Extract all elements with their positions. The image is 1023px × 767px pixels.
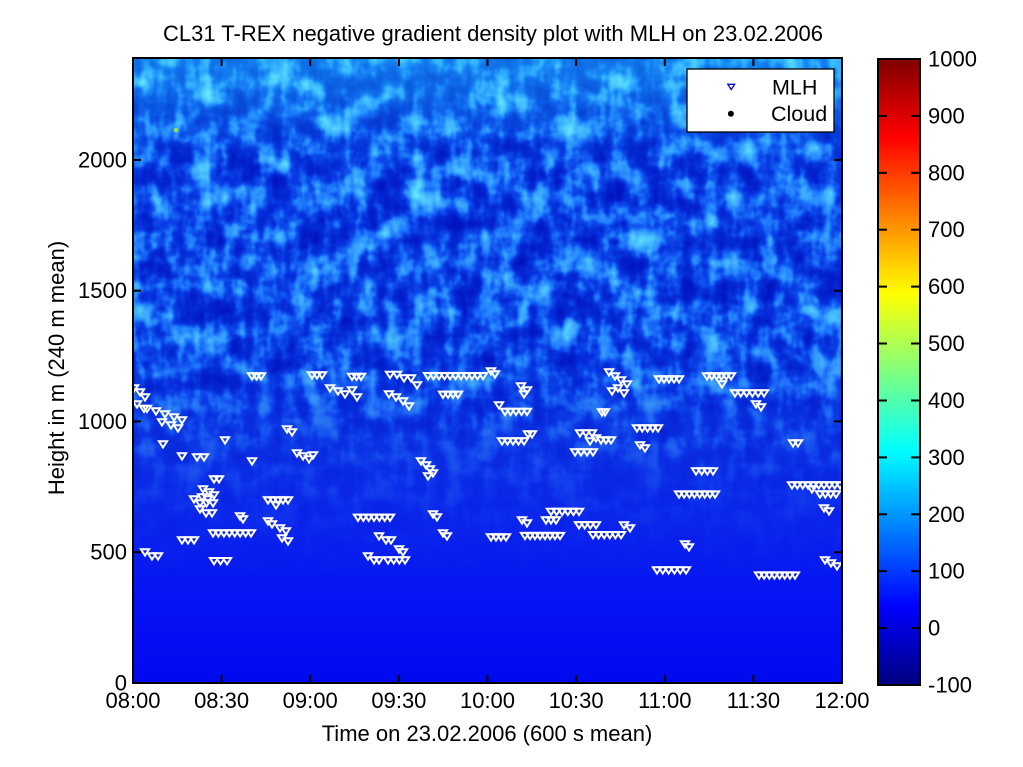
svg-text:11:00: 11:00 bbox=[638, 688, 691, 713]
svg-text:300: 300 bbox=[928, 445, 965, 470]
svg-text:-100: -100 bbox=[928, 673, 972, 698]
svg-text:1000: 1000 bbox=[78, 409, 127, 434]
svg-text:1500: 1500 bbox=[78, 278, 127, 303]
svg-text:09:30: 09:30 bbox=[371, 688, 426, 713]
svg-text:11:30: 11:30 bbox=[727, 688, 780, 713]
svg-text:Cloud: Cloud bbox=[771, 102, 827, 126]
svg-text:600: 600 bbox=[928, 274, 965, 299]
svg-text:12:00: 12:00 bbox=[814, 688, 869, 713]
svg-text:10:30: 10:30 bbox=[549, 688, 604, 713]
svg-text:2000: 2000 bbox=[78, 147, 127, 172]
svg-text:700: 700 bbox=[928, 217, 965, 242]
svg-text:Height in m (240 m mean): Height in m (240 m mean) bbox=[44, 241, 69, 495]
svg-text:08:30: 08:30 bbox=[194, 688, 249, 713]
svg-text:200: 200 bbox=[928, 502, 965, 527]
svg-text:400: 400 bbox=[928, 388, 965, 413]
svg-text:900: 900 bbox=[928, 103, 965, 128]
svg-text:1000: 1000 bbox=[928, 47, 977, 72]
svg-text:0: 0 bbox=[115, 671, 127, 696]
svg-text:08:00: 08:00 bbox=[105, 688, 160, 713]
svg-text:500: 500 bbox=[90, 540, 127, 565]
svg-text:800: 800 bbox=[928, 160, 965, 185]
svg-text:500: 500 bbox=[928, 331, 965, 356]
svg-text:MLH: MLH bbox=[772, 76, 817, 100]
svg-text:0: 0 bbox=[928, 616, 940, 641]
svg-text:09:00: 09:00 bbox=[283, 688, 338, 713]
svg-text:Time on 23.02.2006 (600 s mean: Time on 23.02.2006 (600 s mean) bbox=[322, 721, 653, 746]
svg-text:CL31 T-REX negative gradient d: CL31 T-REX negative gradient density plo… bbox=[163, 21, 823, 46]
svg-text:10:00: 10:00 bbox=[460, 688, 515, 713]
svg-text:100: 100 bbox=[928, 559, 965, 584]
